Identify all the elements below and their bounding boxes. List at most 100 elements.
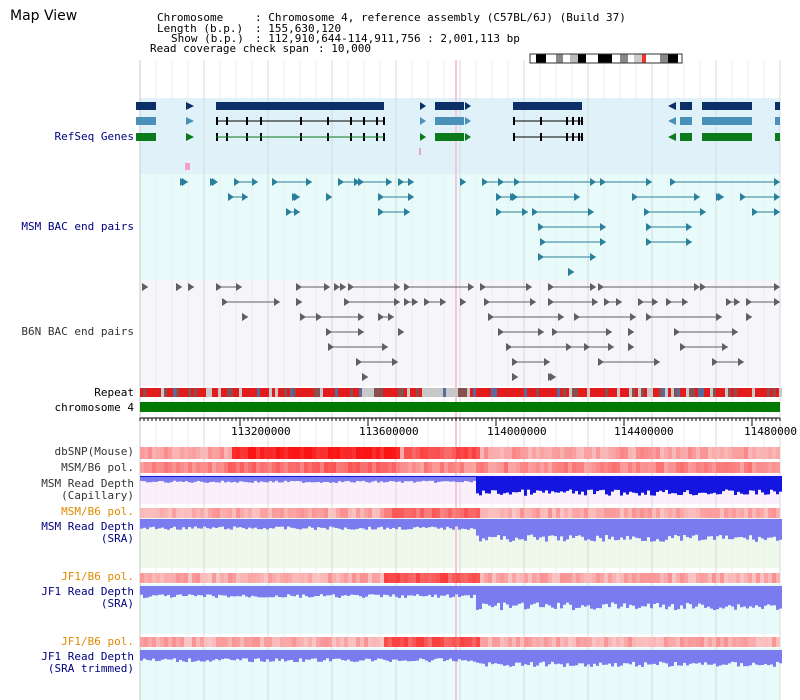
depth-bar	[257, 519, 260, 530]
depth-bar	[224, 476, 227, 477]
heat-cell	[524, 447, 528, 459]
depth-bar	[752, 519, 755, 540]
heat-cell	[700, 508, 704, 518]
heat-cell	[728, 462, 732, 473]
heat-cell	[416, 447, 420, 459]
depth-bar	[434, 476, 437, 477]
repeat-segment	[464, 388, 467, 397]
heat-cell	[756, 573, 760, 583]
depth-bar	[518, 476, 521, 492]
heat-cell	[176, 447, 180, 459]
heat-cell	[524, 637, 528, 647]
heat-cell	[228, 637, 232, 647]
depth-bar	[155, 476, 158, 477]
depth-bar	[761, 519, 764, 539]
depth-bar	[599, 650, 602, 663]
repeat-segment	[566, 388, 569, 397]
depth-bar	[194, 650, 197, 662]
repeat-segment	[638, 388, 641, 397]
depth-bar	[641, 519, 644, 541]
repeat-segment	[335, 388, 338, 397]
depth-bar	[653, 519, 656, 542]
depth-bar	[212, 476, 215, 477]
repeat-segment	[692, 388, 695, 397]
depth-bar	[173, 476, 176, 481]
track-label-msm-bac[interactable]: MSM BAC end pairs	[21, 220, 134, 233]
depth-bar	[389, 476, 392, 482]
bac-end-marker	[540, 238, 546, 246]
chromosome-value: : Chromosome 4, reference assembly (C57B…	[255, 11, 626, 24]
depth-bar	[761, 650, 764, 666]
depth-bar	[164, 476, 167, 477]
depth-bar	[305, 476, 308, 483]
depth-bar	[365, 476, 368, 483]
depth-bar	[509, 476, 512, 495]
bac-end-marker	[722, 343, 728, 351]
depth-bar	[260, 586, 263, 598]
repeat-segment	[749, 388, 752, 397]
heat-cell	[472, 573, 476, 583]
depth-bar	[266, 650, 269, 660]
depth-bar	[371, 586, 374, 595]
heat-cell	[328, 573, 332, 583]
depth-bar	[779, 476, 782, 492]
heat-cell	[608, 637, 612, 647]
depth-bar	[257, 650, 260, 659]
heat-cell	[556, 462, 560, 473]
heat-cell	[532, 508, 536, 518]
depth-bar	[443, 476, 446, 482]
depth-bar	[500, 519, 503, 540]
depth-bar	[464, 519, 467, 530]
ideogram-band	[586, 54, 598, 63]
heat-cell	[476, 573, 480, 583]
exon-tick	[581, 133, 583, 141]
heat-cell	[768, 508, 772, 518]
track-label-refseq[interactable]: RefSeq Genes	[54, 130, 134, 143]
heat-cell	[640, 447, 644, 459]
heat-cell	[468, 508, 472, 518]
depth-bar	[371, 476, 374, 482]
heat-cell	[368, 508, 372, 518]
depth-bar	[701, 586, 704, 605]
repeat-segment	[569, 388, 572, 397]
depth-bar	[293, 476, 296, 482]
depth-bar	[179, 476, 182, 477]
depth-bar	[164, 650, 167, 659]
depth-bar	[602, 519, 605, 542]
depth-bar	[398, 586, 401, 599]
bac-end-marker	[538, 328, 544, 336]
depth-bar	[578, 519, 581, 536]
repeat-segment	[389, 388, 392, 397]
depth-bar	[236, 476, 239, 477]
heat-cell	[372, 637, 376, 647]
repeat-segment	[623, 388, 626, 397]
heat-cell	[468, 447, 472, 459]
heat-cell	[236, 508, 240, 518]
depth-bar	[188, 476, 191, 477]
depth-bar	[278, 586, 281, 597]
heat-cell	[540, 637, 544, 647]
repeat-segment	[671, 388, 674, 397]
depth-bar	[626, 476, 629, 495]
heat-cell	[532, 573, 536, 583]
heat-cell	[420, 462, 424, 473]
repeat-segment	[545, 388, 548, 397]
depth-bar	[563, 519, 566, 542]
depth-bar	[221, 476, 224, 477]
heat-cell	[312, 462, 316, 473]
track-label-b6n-bac[interactable]: B6N BAC end pairs	[21, 325, 134, 338]
exon-tick	[540, 117, 542, 125]
heat-cell	[388, 462, 392, 473]
heat-cell	[432, 447, 436, 459]
heat-cell	[236, 447, 240, 459]
repeat-segment	[758, 388, 761, 397]
depth-bar	[191, 519, 194, 529]
depth-bar	[746, 650, 749, 667]
heat-cell	[160, 462, 164, 473]
depth-bar	[746, 586, 749, 609]
heat-cell	[688, 637, 692, 647]
repeat-segment	[527, 388, 530, 397]
depth-bar	[566, 650, 569, 664]
heat-cell	[580, 637, 584, 647]
